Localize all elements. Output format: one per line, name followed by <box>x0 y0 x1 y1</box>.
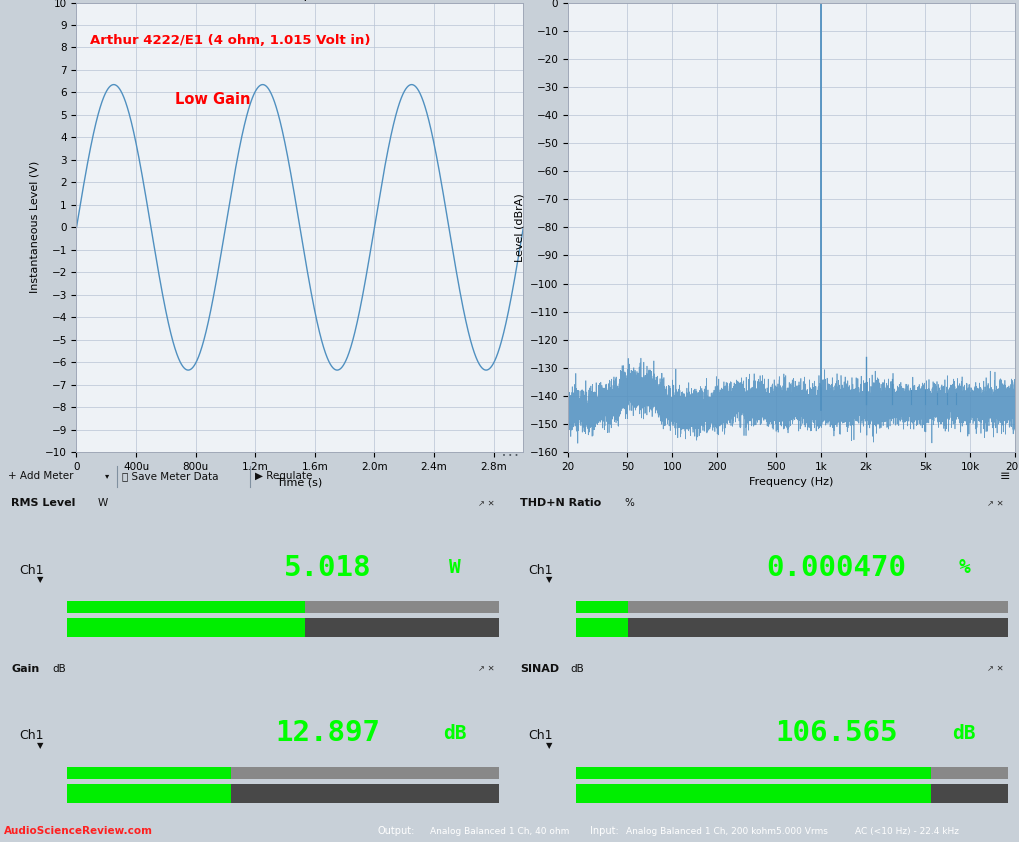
Text: • • •: • • • <box>501 452 518 459</box>
Y-axis label: Level (dBrA): Level (dBrA) <box>514 193 524 262</box>
Bar <box>576 766 929 779</box>
Bar <box>67 784 231 802</box>
Text: Ch1: Ch1 <box>19 564 44 577</box>
Text: ▼: ▼ <box>37 741 43 749</box>
Text: W: W <box>97 498 107 508</box>
Bar <box>576 784 929 802</box>
X-axis label: Frequency (Hz): Frequency (Hz) <box>749 477 833 488</box>
Y-axis label: Instantaneous Level (V): Instantaneous Level (V) <box>30 161 40 294</box>
Text: THD+N Ratio: THD+N Ratio <box>520 498 601 508</box>
Text: Analog Balanced 1 Ch, 200 kohm: Analog Balanced 1 Ch, 200 kohm <box>626 827 775 836</box>
Text: dB: dB <box>570 663 583 674</box>
Text: ▼: ▼ <box>545 741 551 749</box>
Text: Analog Balanced 1 Ch, 40 ohm: Analog Balanced 1 Ch, 40 ohm <box>429 827 569 836</box>
Text: ↗ ✕: ↗ ✕ <box>986 498 1003 508</box>
Text: Input:: Input: <box>589 827 618 836</box>
Text: Output:: Output: <box>377 827 415 836</box>
Bar <box>305 619 499 637</box>
Text: Low Gain: Low Gain <box>174 93 250 108</box>
X-axis label: Time (s): Time (s) <box>277 477 322 488</box>
Text: + Add Meter: + Add Meter <box>8 471 73 481</box>
Bar <box>67 601 305 613</box>
Text: 💾 Save Meter Data: 💾 Save Meter Data <box>122 471 219 481</box>
Bar <box>929 766 1008 779</box>
Bar <box>231 766 499 779</box>
Bar <box>67 766 231 779</box>
Text: AC (<10 Hz) - 22.4 kHz: AC (<10 Hz) - 22.4 kHz <box>855 827 959 836</box>
Text: ↗ ✕: ↗ ✕ <box>478 498 494 508</box>
Bar <box>305 601 499 613</box>
Text: Ch1: Ch1 <box>19 729 44 743</box>
Bar <box>576 601 628 613</box>
Text: ▾: ▾ <box>105 472 109 481</box>
Bar <box>576 619 628 637</box>
Text: SINAD: SINAD <box>520 663 558 674</box>
Text: AudioScienceReview.com: AudioScienceReview.com <box>4 827 153 836</box>
Text: 0.000470: 0.000470 <box>765 553 906 582</box>
Text: Gain: Gain <box>11 663 40 674</box>
Title: FFT: FFT <box>780 0 802 2</box>
Text: 106.565: 106.565 <box>774 719 897 747</box>
Text: ▶ Regulate: ▶ Regulate <box>255 471 312 481</box>
Text: ↗ ✕: ↗ ✕ <box>478 664 494 673</box>
Text: Ch1: Ch1 <box>528 564 552 577</box>
Text: dB: dB <box>52 663 66 674</box>
Text: %: % <box>958 558 969 577</box>
Bar <box>929 784 1008 802</box>
Text: dB: dB <box>952 723 975 743</box>
Text: ▼: ▼ <box>37 575 43 584</box>
Text: 5.000 Vrms: 5.000 Vrms <box>775 827 827 836</box>
Text: ≡: ≡ <box>999 470 1009 482</box>
Text: 5.018: 5.018 <box>283 553 371 582</box>
Bar <box>628 619 1008 637</box>
Text: %: % <box>624 498 634 508</box>
Bar <box>628 601 1008 613</box>
Bar <box>67 619 305 637</box>
Text: ▼: ▼ <box>545 575 551 584</box>
Text: RMS Level: RMS Level <box>11 498 75 508</box>
Text: Ch1: Ch1 <box>528 729 552 743</box>
Text: dB: dB <box>443 723 467 743</box>
Text: 12.897: 12.897 <box>275 719 379 747</box>
Text: Arthur 4222/E1 (4 ohm, 1.015 Volt in): Arthur 4222/E1 (4 ohm, 1.015 Volt in) <box>90 34 370 47</box>
Text: W: W <box>449 558 461 577</box>
Bar <box>231 784 499 802</box>
Title: Scope: Scope <box>280 0 319 2</box>
Text: ↗ ✕: ↗ ✕ <box>986 664 1003 673</box>
